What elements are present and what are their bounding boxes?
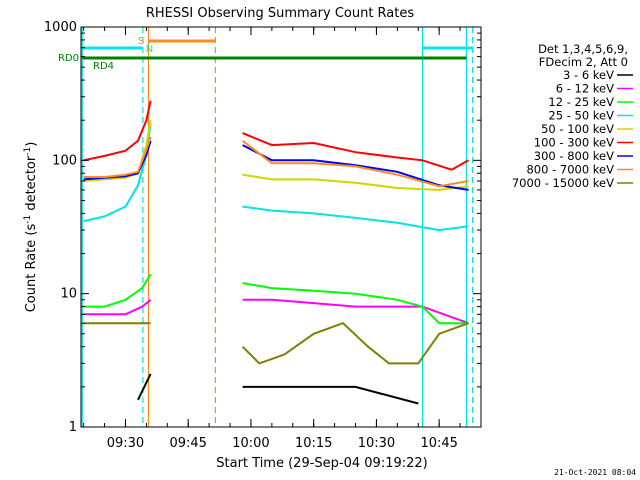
chart-title: RHESSI Observing Summary Count Rates [146,6,415,21]
series-line [83,123,152,223]
series-line [241,140,469,188]
x-tick-label: 10:30 [358,436,395,451]
n-flag-label: N [146,44,153,55]
legend-entry: 800 - 7000 keV [526,163,614,177]
legend-entry: 300 - 800 keV [534,149,614,163]
series-line [83,140,152,181]
series-line [83,299,152,316]
legend-entry: 3 - 6 keV [563,68,614,82]
legend-entry: 6 - 12 keV [556,82,614,96]
x-tick-label: 09:30 [107,436,144,451]
y-tick-label: 1000 [44,20,77,35]
legend-header-2: FDecim 2, Att 0 [539,55,628,69]
y-label-sup: -1 [23,147,33,156]
legend-entry: 25 - 50 keV [548,109,614,123]
y-label-part: detector [24,155,39,215]
y-axis-label: Count Rate (s-1 detector-1) [23,142,39,313]
x-tick-label: 10:15 [295,436,332,451]
x-tick-label: 10:00 [232,436,269,451]
y-label-sup: -1 [23,215,33,224]
x-axis-label: Start Time (29-Sep-04 09:19:22) [216,456,427,471]
legend-header-1: Det 1,3,4,5,6,9, [538,42,628,56]
series-line [242,282,469,325]
legend-entry: 100 - 300 keV [534,136,614,150]
series-line [241,322,469,365]
legend-entry: 7000 - 15000 keV [512,176,614,190]
series-layer [83,100,469,405]
y-label-part: Count Rate (s [24,224,39,313]
legend-entry: 50 - 100 keV [541,122,614,136]
series-line [83,120,152,182]
rd0-flag-label: RD0 [58,53,79,64]
x-tick-label: 09:45 [169,436,206,451]
plot-frame [80,26,482,428]
x-tick-label: 10:45 [420,436,457,451]
y-tick-label: 10 [60,287,77,302]
flag-bars: RD0 RD4 SN [58,27,474,427]
y-tick-label: 100 [52,153,77,168]
series-line [83,100,152,162]
legend-entry: 12 - 25 keV [548,95,614,109]
y-label-part: ) [24,142,39,147]
generation-timestamp: 21-Oct-2021 08:04 [554,468,636,477]
series-line [242,132,469,171]
axis-ticks: 1 10 100 1000 09:30 09:45 10:00 10:15 10:30 10:45 [44,20,482,451]
series-line [83,273,152,308]
series-line [137,373,152,401]
series-line [242,173,469,191]
series-line [242,205,469,232]
series-line [242,385,419,405]
series-line [83,136,152,178]
y-tick-label: 1 [69,420,77,435]
s-flag-label: S [138,36,144,47]
rd4-flag-label: RD4 [93,61,114,72]
